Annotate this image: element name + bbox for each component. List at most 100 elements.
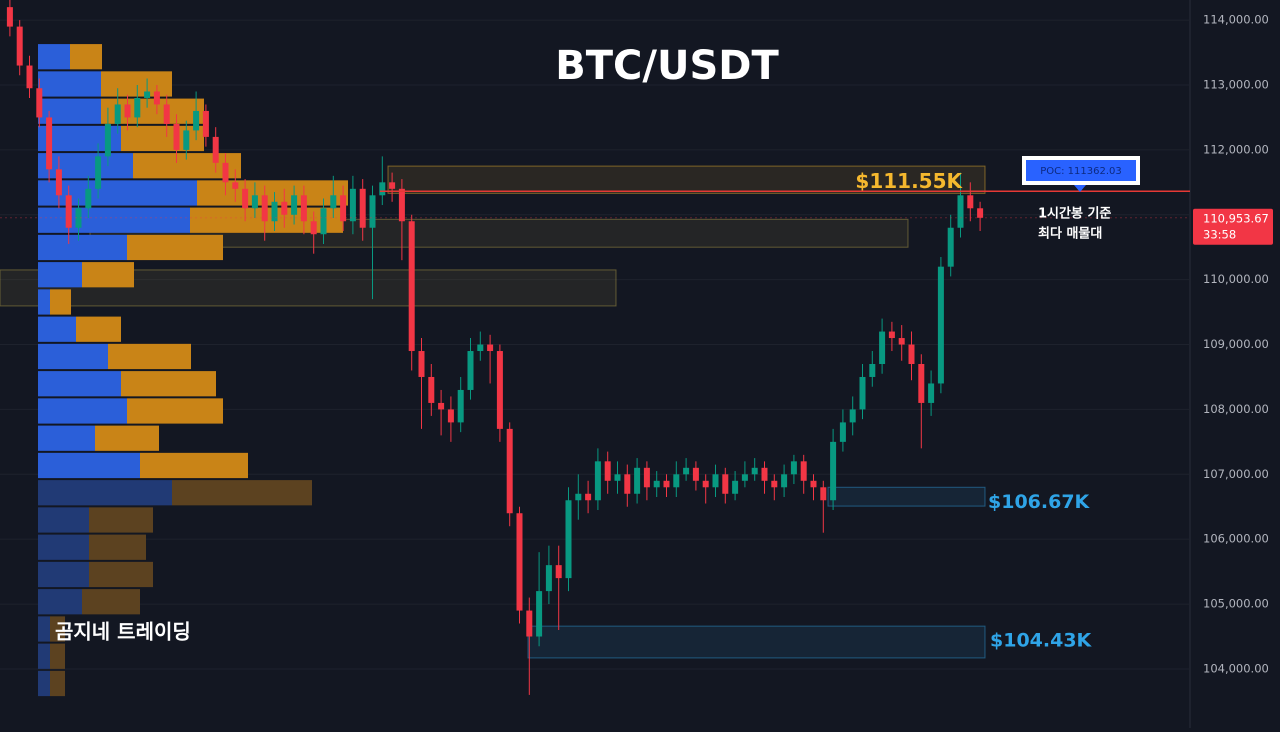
candle-body [634,467,641,494]
profile-buy [38,262,82,288]
profile-buy [38,425,95,451]
profile-sell [70,44,102,70]
candle-body [487,344,494,352]
candle-body [359,188,366,228]
candle-body [536,591,543,637]
y-tick-label: 113,000.00 [1203,77,1269,91]
profile-sell [95,425,159,451]
candle-body [643,467,650,488]
profile-sell [50,616,65,642]
y-tick-label: 109,000.00 [1203,337,1269,351]
candle-body [712,474,719,488]
candle-body [947,227,954,267]
candle-body [585,493,592,501]
candle-body [75,208,82,228]
candle-body [761,467,768,481]
profile-sell [89,534,146,560]
candle-body [732,480,739,494]
candle-body [526,610,533,637]
candle-body [300,195,307,222]
profile-buy [38,343,108,370]
candle-body [6,7,13,27]
y-tick-label: 112,000.00 [1203,142,1269,156]
profile-buy [38,44,70,70]
candle-body [741,474,748,481]
candle-body [447,409,454,423]
profile-sell [50,670,65,697]
profile-buy [38,643,50,669]
candle-body [85,188,92,209]
candle-body [104,123,111,157]
profile-buy [38,71,101,97]
y-tick-label: 104,000.00 [1203,661,1269,675]
candle-body [389,182,396,189]
profile-buy [38,207,190,233]
candle-body [183,130,190,150]
candle-body [614,474,621,481]
candle-body [349,188,356,222]
candle-body [810,480,817,488]
candle-body [438,402,445,410]
candle-body [957,195,964,228]
candle-body [310,221,317,235]
candle-body [379,182,386,196]
y-tick-label: 106,000.00 [1203,532,1269,546]
candle-body [202,110,209,137]
profile-buy [38,180,197,206]
candle-body [261,195,268,222]
y-tick-label: 107,000.00 [1203,467,1269,481]
zone [387,165,986,194]
candle-body [859,376,866,410]
candle-body [879,331,886,364]
candle-body [242,188,249,209]
profile-sell [197,180,348,206]
volume-profile [38,44,348,697]
candle-body [457,389,464,423]
last-price-label: 110,953.67 [1203,211,1269,225]
profile-sell [121,125,204,152]
y-tick-label: 114,000.00 [1203,13,1269,27]
candle-body [849,409,856,423]
profile-buy [38,234,127,261]
candle-body [124,104,131,118]
profile-sell [127,234,223,261]
candle-body [692,467,699,481]
annotation: 최다 매물대 [1038,226,1102,242]
candle-body [46,117,53,170]
candle-body [594,461,601,501]
candle-body [163,104,170,124]
candle-body [114,104,121,124]
candle-body [604,461,611,481]
profile-buy [38,153,133,179]
candle-body [330,195,337,209]
candle-body [477,344,484,352]
candle-body [545,565,552,592]
candle-body [408,221,415,352]
profile-sell [50,643,65,669]
candle-body [193,110,200,131]
annotation: 1시간봉 기준 [1038,206,1111,222]
candle-body [967,195,974,209]
candle-body [653,480,660,488]
candle-body [398,188,405,222]
candle-body [673,474,680,488]
zones [0,165,986,659]
candle-body [624,474,631,494]
candle-body [800,461,807,481]
candle-body [683,467,690,475]
last-price-box [1193,208,1273,245]
candle-body [281,201,288,215]
profile-sell [101,71,172,97]
candle-body [820,487,827,501]
y-tick-label: 105,000.00 [1203,597,1269,611]
candle-body [869,364,876,377]
candle-body [663,480,670,488]
profile-sell [121,371,216,397]
profile-buy [38,616,50,642]
candle-body [839,422,846,442]
candle-body [65,195,72,228]
candle-body [340,195,347,222]
candle-body [937,266,944,384]
candle-body [781,474,788,488]
profile-buy [38,507,89,533]
